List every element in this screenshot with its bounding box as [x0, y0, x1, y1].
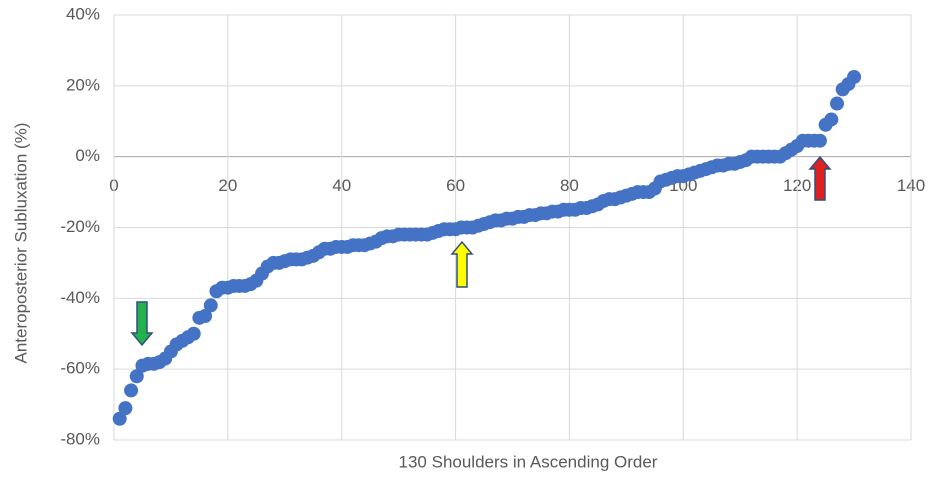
data-point	[847, 69, 862, 84]
y-tick-label: 20%	[66, 75, 100, 94]
data-point	[829, 96, 844, 111]
data-point	[124, 383, 139, 398]
y-tick-label: -20%	[60, 217, 100, 236]
data-point	[186, 326, 201, 341]
y-tick-label: -60%	[60, 359, 100, 378]
green-arrow	[130, 301, 154, 347]
y-tick-label: 0%	[75, 146, 100, 165]
data-point	[198, 309, 213, 324]
annotation-arrows	[130, 155, 832, 347]
yellow-arrow	[450, 240, 474, 288]
data-point	[129, 369, 144, 384]
y-tick-label: -80%	[60, 429, 100, 448]
red-arrow	[808, 155, 832, 201]
data-point	[203, 298, 218, 313]
data-point	[112, 411, 127, 426]
data-point	[118, 401, 133, 416]
x-axis-title: 130 Shoulders in Ascending Order	[399, 452, 658, 471]
y-tick-label: 40%	[66, 4, 100, 23]
y-tick-label: -40%	[60, 288, 100, 307]
y-axis-title: Anteroposterior Subluxation (%)	[11, 123, 30, 364]
data-point	[812, 133, 827, 148]
data-point	[824, 112, 839, 127]
